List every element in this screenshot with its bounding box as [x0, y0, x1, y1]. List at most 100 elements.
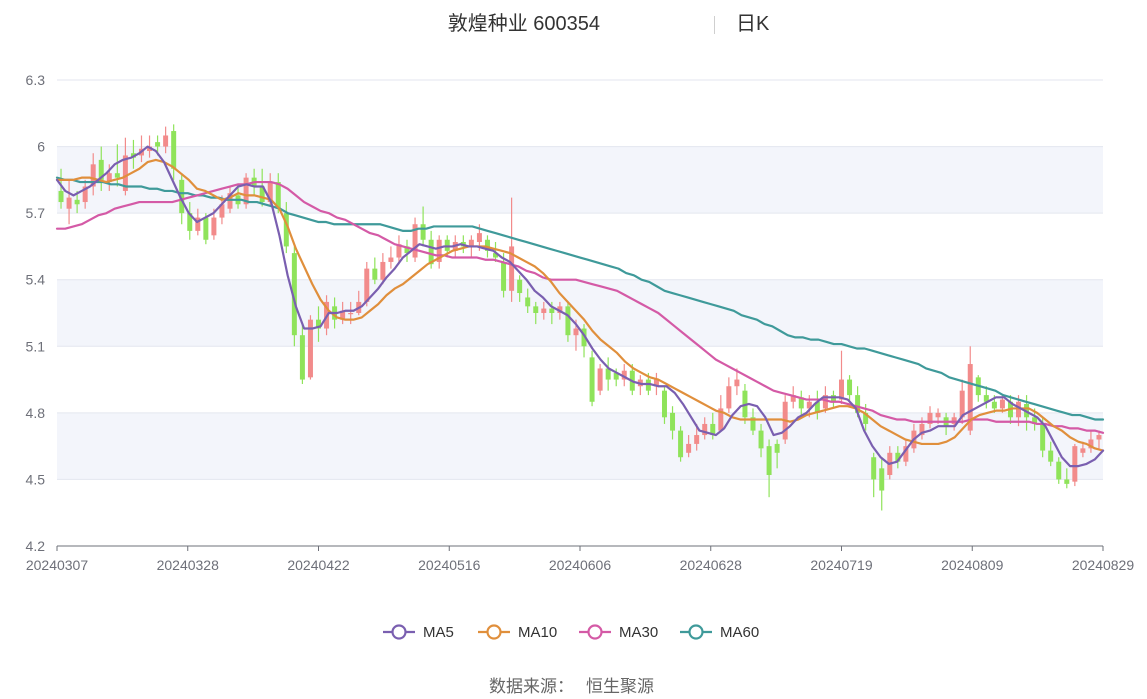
candle [404, 239, 410, 262]
candle [187, 202, 193, 240]
candle [1088, 430, 1094, 453]
candle-body [694, 435, 700, 444]
candle [1080, 441, 1086, 458]
y-tick-label: 6 [37, 139, 45, 155]
candle-body [653, 379, 659, 387]
candle-body [919, 423, 925, 436]
legend: MA5 MA10 MA30 MA60 [383, 624, 759, 641]
candle-body [484, 239, 490, 251]
candle [163, 126, 169, 154]
candle-body [847, 379, 853, 396]
candle-body [267, 182, 273, 203]
candle-body [750, 417, 756, 431]
y-tick-label: 5.7 [26, 205, 46, 221]
candle-body [959, 390, 965, 418]
candle [653, 372, 659, 396]
candle [501, 253, 507, 298]
candle [58, 168, 64, 209]
candle-body [195, 217, 201, 231]
candle-body [686, 443, 692, 453]
candle [98, 146, 104, 191]
candle-body [589, 357, 595, 402]
band-3 [57, 279, 1103, 347]
candle [927, 406, 933, 429]
candle [637, 375, 643, 396]
candle-body [412, 224, 418, 258]
x-axis: 20240307 20240328 20240422 20240516 20240606… [26, 545, 1135, 573]
legend-item-ma10[interactable]: MA10 [478, 624, 557, 641]
y-tick-label: 4.8 [26, 405, 46, 421]
candle [670, 406, 676, 440]
candle-body [1056, 461, 1062, 480]
candle-body [951, 417, 957, 424]
candle [380, 253, 386, 285]
x-tick-label: 20240719 [810, 557, 873, 573]
candle [436, 235, 442, 269]
candle-body [493, 253, 499, 258]
candle-body [879, 468, 885, 491]
candle-body [74, 199, 80, 205]
candle [871, 452, 877, 498]
x-tick-label: 20240628 [680, 557, 743, 573]
candle-body [243, 177, 249, 205]
candle-body [275, 182, 281, 209]
candle [509, 197, 515, 302]
moving-average-lines [55, 145, 1105, 468]
candle [597, 364, 603, 396]
candle [726, 377, 732, 413]
legend-label: MA10 [518, 624, 557, 641]
candle [299, 324, 305, 385]
candle [847, 375, 853, 402]
candle-body [967, 364, 973, 431]
candle [814, 390, 820, 420]
candle-body [348, 313, 354, 315]
candle-body [621, 370, 627, 380]
candle-body [613, 372, 619, 380]
legend-item-ma5[interactable]: MA5 [383, 624, 454, 641]
candle-body [404, 246, 410, 254]
candle [307, 315, 313, 380]
candle-body [814, 401, 820, 413]
candle-body [605, 368, 611, 380]
candle-body [597, 368, 603, 391]
x-tick-label: 20240829 [1072, 557, 1135, 573]
candle [694, 423, 700, 451]
y-tick-label: 5.1 [26, 338, 46, 354]
candle [750, 408, 756, 436]
candle-body [822, 395, 828, 409]
candle-body [645, 379, 651, 391]
candle-body [734, 379, 740, 387]
x-tick-label: 20240328 [157, 557, 220, 573]
source-label: 数据来源： [489, 677, 574, 696]
candle [903, 439, 909, 467]
data-source: 数据来源： 恒生聚源 [489, 677, 654, 696]
legend-item-ma60[interactable]: MA60 [680, 624, 759, 641]
candle-body [774, 443, 780, 453]
candle [895, 446, 901, 469]
legend-marker [391, 624, 407, 640]
candle [541, 301, 547, 320]
candle [1048, 441, 1054, 467]
candle-body [444, 239, 450, 251]
candle [983, 386, 989, 409]
legend-label: MA30 [619, 624, 658, 641]
candle-body [58, 190, 64, 203]
candle-body [1040, 423, 1046, 451]
candle [90, 153, 96, 196]
candle [525, 288, 531, 313]
candle-body [718, 408, 724, 431]
x-tick-label: 20240422 [287, 557, 350, 573]
candle-body [1016, 401, 1022, 418]
candle-body [388, 257, 394, 262]
ma60-line [55, 176, 1105, 421]
legend-marker [688, 624, 704, 640]
candle [340, 301, 346, 325]
candle-body [1088, 439, 1094, 449]
candle [830, 390, 836, 409]
candle-body [291, 253, 297, 336]
band-5 [57, 146, 1103, 214]
candle [565, 301, 571, 342]
ma10-line [55, 158, 1105, 452]
legend-item-ma30[interactable]: MA30 [579, 624, 658, 641]
